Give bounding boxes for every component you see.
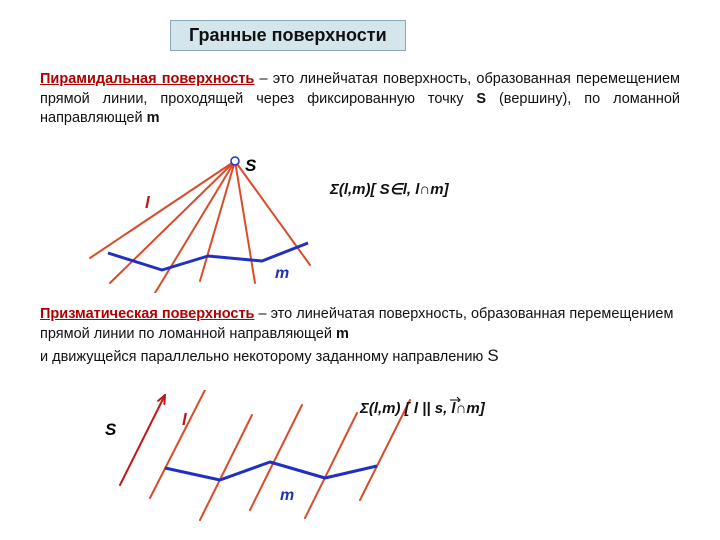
pyramidal-S: S bbox=[476, 91, 486, 107]
pyramidal-m: m bbox=[147, 110, 160, 126]
pyramidal-diagram: Sl m bbox=[50, 153, 370, 293]
page-title: Гранные поверхности bbox=[170, 20, 406, 51]
prismatic-formula-text: Σ(l,m) [ l || s, l∩m] bbox=[360, 400, 485, 417]
svg-text:m: m bbox=[275, 265, 289, 282]
prismatic-term: Призматическая поверхность bbox=[40, 306, 254, 322]
svg-text:l: l bbox=[145, 193, 151, 212]
prismatic-S: S bbox=[487, 346, 498, 365]
prismatic-definition-line1: Призматическая поверхность – это линейча… bbox=[40, 305, 680, 344]
prismatic-definition-line2: и движущейся параллельно некоторому зада… bbox=[40, 345, 680, 368]
pyramidal-definition: Пирамидальная поверхность – это линейчат… bbox=[40, 70, 680, 129]
svg-text:m: m bbox=[280, 487, 294, 504]
pyramidal-formula: Σ(l,m)[ S∈l, l∩m] bbox=[330, 180, 449, 198]
vector-arrow-icon bbox=[450, 396, 462, 402]
prismatic-m: m bbox=[336, 326, 349, 342]
prismatic-text-2a: и движущейся параллельно некоторому зада… bbox=[40, 349, 487, 365]
pyramidal-term: Пирамидальная поверхность bbox=[40, 71, 254, 87]
svg-text:S: S bbox=[245, 156, 257, 175]
prismatic-formula: Σ(l,m) [ l || s, l∩m] bbox=[360, 400, 485, 417]
svg-text:S: S bbox=[105, 420, 117, 439]
